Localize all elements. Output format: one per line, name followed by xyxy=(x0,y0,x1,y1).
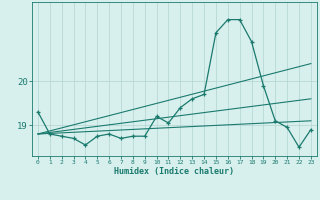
X-axis label: Humidex (Indice chaleur): Humidex (Indice chaleur) xyxy=(115,167,234,176)
